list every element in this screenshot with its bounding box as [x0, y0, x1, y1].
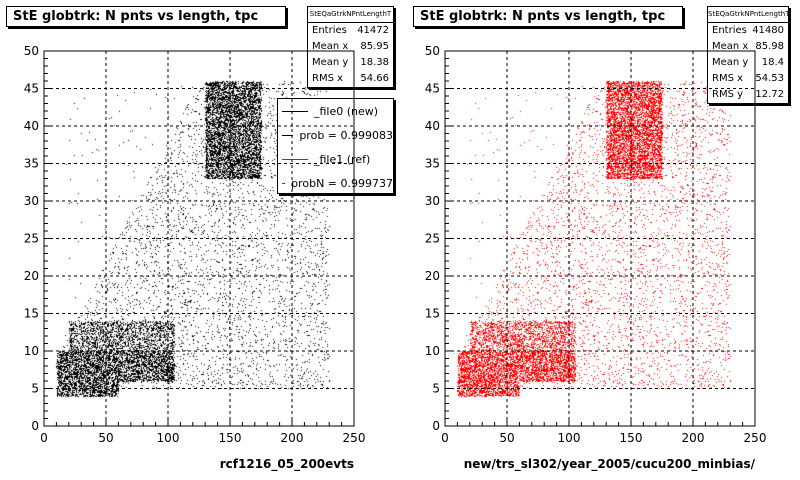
stats-header: StEQaGtrkNPntLengthT: [308, 7, 393, 23]
stats-row: RMS y 12.72: [708, 87, 788, 103]
stats-value: 41472: [357, 25, 389, 36]
legend-entry: probN = 0.999737: [278, 171, 393, 193]
stats-value: 18.4: [761, 57, 784, 68]
legend-line-swatch: [282, 158, 308, 160]
panel-left-title: StE globtrk: N pnts vs length, tpc: [6, 6, 286, 27]
stats-label: RMS x: [312, 73, 344, 84]
panel-right-title-text: StE globtrk: N pnts vs length, tpc: [420, 9, 666, 24]
stats-row: Entries 41472: [308, 23, 393, 39]
stats-label: RMS x: [712, 73, 744, 84]
stats-value: 41480: [752, 25, 784, 36]
legend-label: prob = 0.999083: [299, 128, 393, 142]
stats-row: Entries 41480: [708, 23, 788, 39]
stats-label: RMS y: [712, 89, 744, 100]
stats-row: Mean x 85.98: [708, 39, 788, 55]
stats-value: 54.53: [755, 73, 784, 84]
legend-line-swatch: [282, 182, 286, 184]
legend-entry: _file0 (new): [278, 99, 393, 123]
legend-line-swatch: [282, 110, 308, 112]
stats-value: 85.95: [360, 41, 389, 52]
panel-right-title: StE globtrk: N pnts vs length, tpc: [413, 6, 683, 27]
stats-row: RMS x 54.66: [308, 71, 393, 87]
stats-row: Mean y 18.4: [708, 55, 788, 71]
legend-label: _file1 (ref): [314, 152, 371, 166]
legend-entry: _file1 (ref): [278, 147, 393, 171]
stats-value: 18.38: [360, 57, 389, 68]
stats-row: Mean x 85.95: [308, 39, 393, 55]
stats-label: Entries: [712, 25, 747, 36]
legend-entry: prob = 0.999083: [278, 123, 393, 147]
stats-label: Mean y: [312, 57, 349, 68]
panel-left-stats-box: StEQaGtrkNPntLengthT Entries 41472 Mean x…: [307, 6, 394, 88]
stats-value: 12.72: [755, 89, 784, 100]
panel-left-legend: _file0 (new) prob = 0.999083 _file1 (ref…: [277, 98, 394, 194]
stats-value: 85.98: [755, 41, 784, 52]
stats-label: Mean x: [712, 41, 749, 52]
stats-label: Mean y: [712, 57, 749, 68]
legend-line-swatch: [282, 134, 294, 136]
legend-label: probN = 0.999737: [291, 176, 393, 190]
panel-right-stats-box: StEQaGtrkNPntLengthT Entries 41480 Mean x…: [707, 6, 789, 104]
stats-label: Entries: [312, 25, 347, 36]
stats-row: Mean y 18.38: [308, 55, 393, 71]
stats-label: Mean x: [312, 41, 349, 52]
stats-header: StEQaGtrkNPntLengthT: [708, 7, 789, 23]
legend-label: _file0 (new): [314, 104, 379, 118]
panel-left-title-text: StE globtrk: N pnts vs length, tpc: [13, 9, 259, 24]
stats-row: RMS x 54.53: [708, 71, 788, 87]
stats-value: 54.66: [360, 73, 389, 84]
